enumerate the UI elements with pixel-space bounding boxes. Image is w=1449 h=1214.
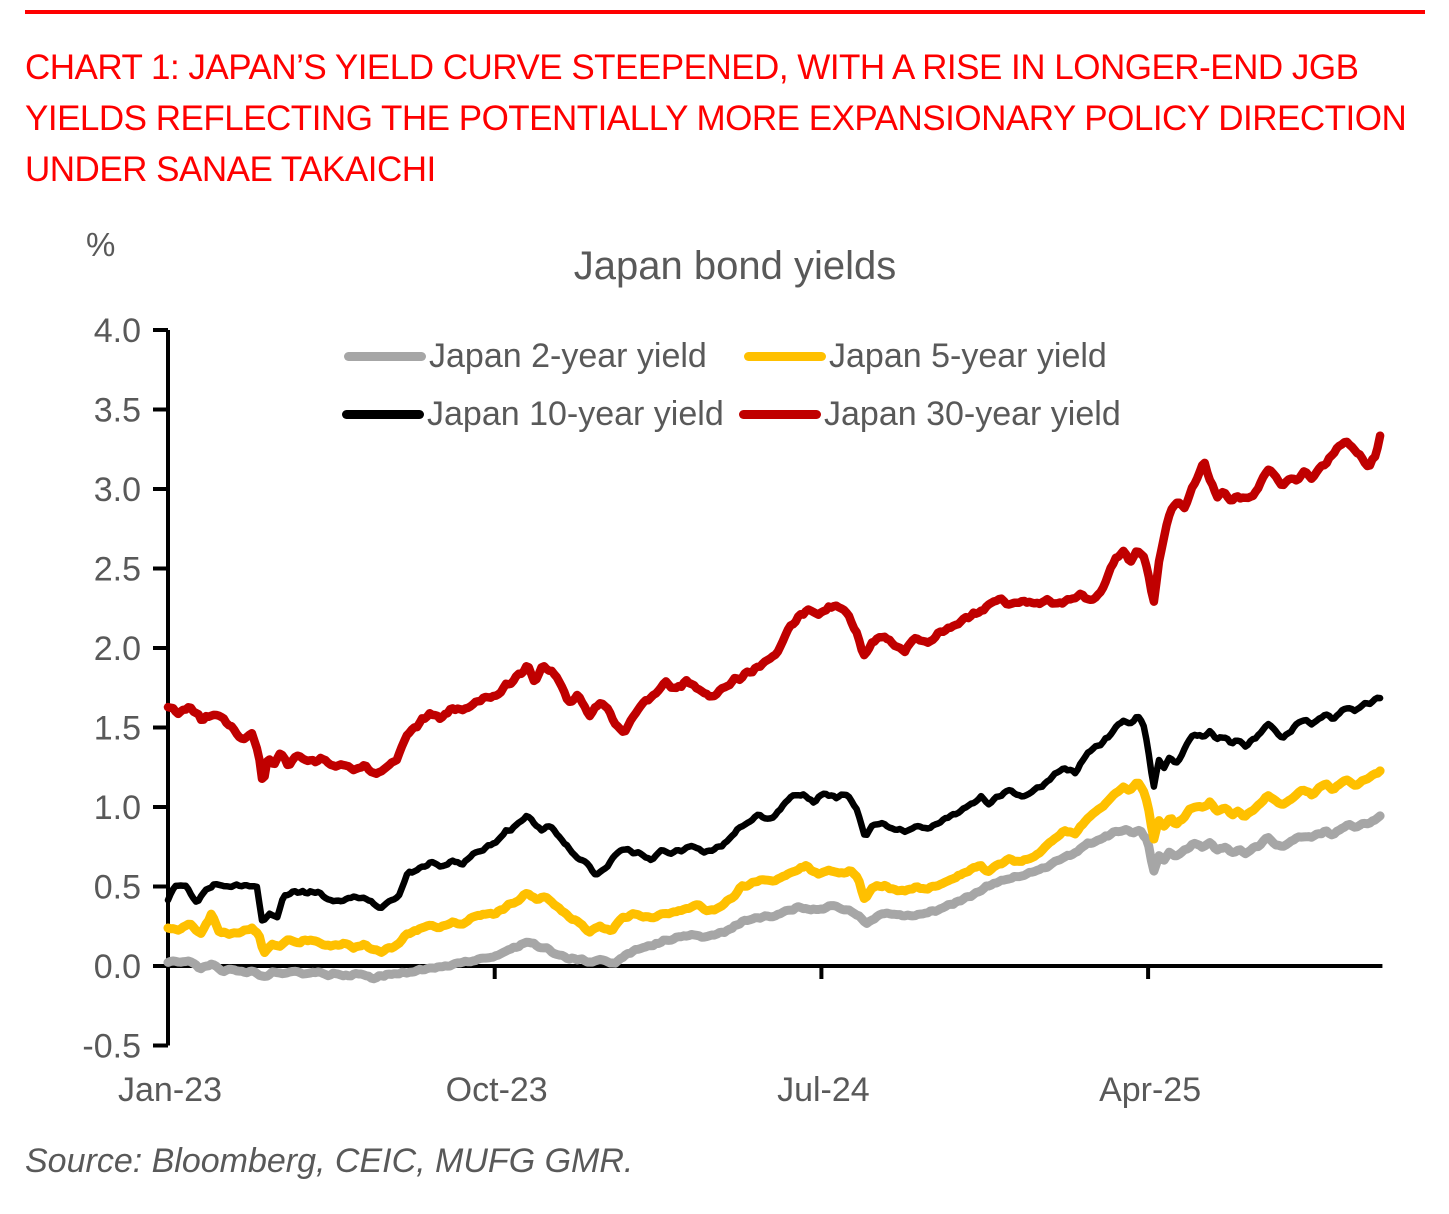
y-tick-label: 3.0	[94, 471, 141, 509]
legend-swatch-30-year-icon	[739, 409, 821, 419]
y-tick-label: 4.0	[94, 312, 141, 350]
y-tick-label: -0.5	[82, 1028, 141, 1066]
y-tick-label: 2.0	[94, 630, 141, 668]
legend-item-10-year: Japan 10-year yield	[342, 392, 724, 436]
y-tick-label: 2.5	[94, 551, 141, 589]
y-tick-label: 0.0	[94, 948, 141, 986]
series-line-1	[163, 811, 1385, 984]
legend-label-10-year: Japan 10-year yield	[427, 394, 724, 433]
legend-swatch-5-year-icon	[744, 351, 826, 361]
legend-label-30-year: Japan 30-year yield	[824, 394, 1121, 433]
page-title: CHART 1: JAPAN’S YIELD CURVE STEEPENED, …	[25, 48, 1407, 189]
legend-label-2-year: Japan 2-year yield	[429, 336, 707, 375]
x-tick-label: Oct-23	[446, 1071, 548, 1109]
x-tick-label: Jan-23	[118, 1071, 222, 1109]
y-tick-label: 0.5	[94, 869, 141, 907]
y-axis-unit-label: %	[86, 226, 116, 263]
y-tick-label: 1.0	[94, 789, 141, 827]
series-line-4	[163, 431, 1385, 784]
y-tick-label: 3.5	[94, 392, 141, 430]
top-accent-rule	[25, 10, 1425, 14]
source-note: Source: Bloomberg, CEIC, MUFG GMR.	[25, 1142, 634, 1180]
y-tick-label: 1.5	[94, 710, 141, 748]
chart-title: Japan bond yields	[573, 244, 897, 288]
legend-label-5-year: Japan 5-year yield	[829, 336, 1107, 375]
legend-item-2-year: Japan 2-year yield	[344, 334, 707, 378]
x-tick-label: Jul-24	[777, 1071, 870, 1109]
legend-swatch-2-year-icon	[344, 351, 426, 361]
series-line-3	[164, 694, 1384, 924]
series-line-2	[163, 766, 1385, 957]
x-tick-label: Apr-25	[1099, 1071, 1201, 1109]
legend-item-5-year: Japan 5-year yield	[744, 334, 1107, 378]
legend-swatch-10-year-icon	[342, 409, 424, 419]
legend-item-30-year: Japan 30-year yield	[739, 392, 1121, 436]
